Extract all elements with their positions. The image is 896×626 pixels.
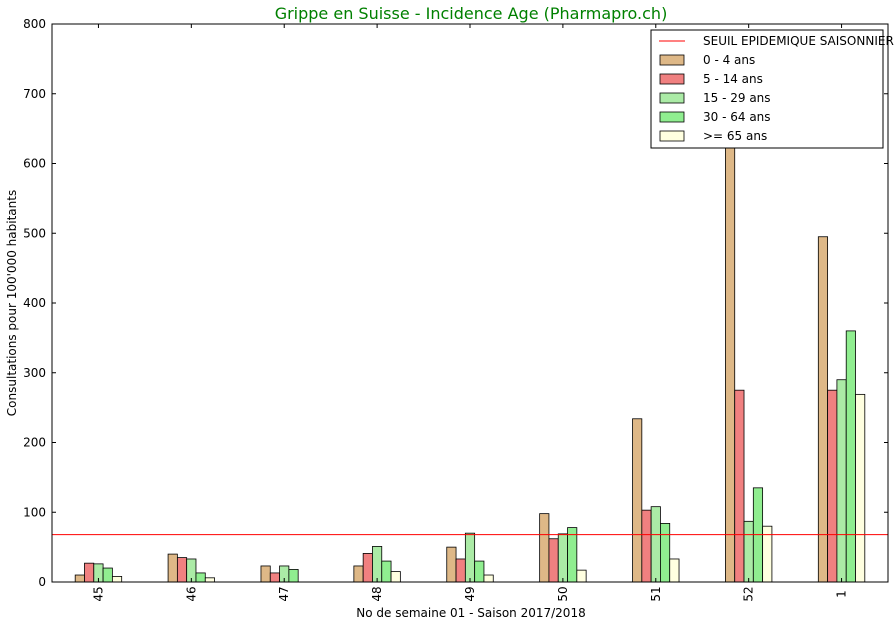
bar bbox=[167, 553, 178, 583]
legend-swatch bbox=[659, 92, 685, 104]
bar bbox=[455, 558, 466, 583]
legend-swatch bbox=[659, 54, 685, 66]
legend-label: 30 - 64 ans bbox=[703, 110, 771, 124]
legend-label: >= 65 ans bbox=[703, 129, 767, 143]
y-tick-label: 200 bbox=[23, 436, 46, 450]
bar bbox=[390, 571, 401, 583]
legend-swatch bbox=[659, 73, 685, 85]
bar bbox=[539, 513, 550, 583]
y-tick-label: 300 bbox=[23, 366, 46, 380]
x-tick-label: 47 bbox=[277, 586, 291, 601]
chart-title: Grippe en Suisse - Incidence Age (Pharma… bbox=[275, 4, 668, 23]
x-tick-label: 45 bbox=[91, 586, 105, 601]
x-tick-label: 48 bbox=[370, 586, 384, 601]
bar bbox=[743, 520, 754, 583]
plot-area: 45 46 47 48 49 50 51 52 1 0 100 200 300 400 500 600 700 8… bbox=[23, 17, 889, 602]
y-axis-label: Consultations pour 100'000 habitants bbox=[5, 190, 19, 416]
bar bbox=[669, 558, 680, 583]
bar bbox=[269, 572, 280, 583]
x-tick-label: 46 bbox=[184, 586, 198, 601]
bar bbox=[362, 553, 373, 583]
bar bbox=[176, 557, 188, 583]
bar bbox=[474, 560, 485, 583]
bar bbox=[836, 379, 847, 583]
bar bbox=[381, 560, 392, 583]
bar bbox=[464, 532, 476, 583]
y-tick-label: 700 bbox=[23, 87, 46, 101]
bar bbox=[650, 506, 661, 583]
bar bbox=[734, 389, 745, 583]
x-tick-label: 51 bbox=[649, 586, 663, 601]
legend-swatch bbox=[659, 130, 685, 142]
bar bbox=[102, 567, 113, 583]
y-tick-label: 800 bbox=[23, 17, 46, 31]
legend-label: 5 - 14 ans bbox=[703, 72, 763, 86]
y-tick-label: 500 bbox=[23, 226, 46, 240]
x-tick-label: 52 bbox=[742, 586, 756, 601]
bar bbox=[660, 523, 671, 583]
bar bbox=[204, 577, 215, 583]
bar bbox=[576, 569, 587, 583]
bar bbox=[845, 330, 856, 583]
bar bbox=[111, 576, 123, 583]
bar bbox=[74, 574, 85, 583]
x-tick-label: 49 bbox=[463, 586, 477, 601]
bar bbox=[483, 574, 494, 583]
bar bbox=[548, 538, 559, 583]
legend-box bbox=[650, 29, 884, 149]
legend-label: SEUIL EPIDEMIQUE SAISONNIER bbox=[703, 34, 894, 48]
bar bbox=[817, 236, 829, 583]
bar bbox=[195, 572, 206, 583]
bar bbox=[855, 393, 866, 583]
legend-swatch bbox=[659, 111, 685, 123]
x-axis-label: No de semaine 01 - Saison 2017/2018 bbox=[356, 606, 585, 620]
y-tick-label: 400 bbox=[23, 296, 46, 310]
bar bbox=[353, 565, 364, 583]
x-tick-label: 50 bbox=[556, 586, 570, 601]
bar bbox=[827, 389, 838, 583]
bar bbox=[725, 143, 736, 583]
legend-label: 0 - 4 ans bbox=[703, 53, 755, 67]
axes-frame bbox=[51, 23, 889, 583]
bar bbox=[567, 527, 578, 583]
y-tick-label: 100 bbox=[23, 505, 46, 519]
bar bbox=[641, 509, 652, 583]
legend-label: 15 - 29 ans bbox=[703, 91, 771, 105]
bar bbox=[84, 562, 95, 583]
y-tick-label: 600 bbox=[23, 157, 46, 171]
y-tick-label: 0 bbox=[38, 575, 46, 589]
bar bbox=[557, 533, 568, 583]
bar bbox=[260, 565, 271, 583]
bar bbox=[288, 569, 299, 583]
x-tick-label: 1 bbox=[835, 590, 849, 598]
bar bbox=[632, 418, 643, 583]
legend: SEUIL EPIDEMIQUE SAISONNIER 0 - 4 ans 5 - … bbox=[650, 29, 894, 149]
bar bbox=[446, 546, 457, 583]
bar bbox=[372, 546, 383, 583]
